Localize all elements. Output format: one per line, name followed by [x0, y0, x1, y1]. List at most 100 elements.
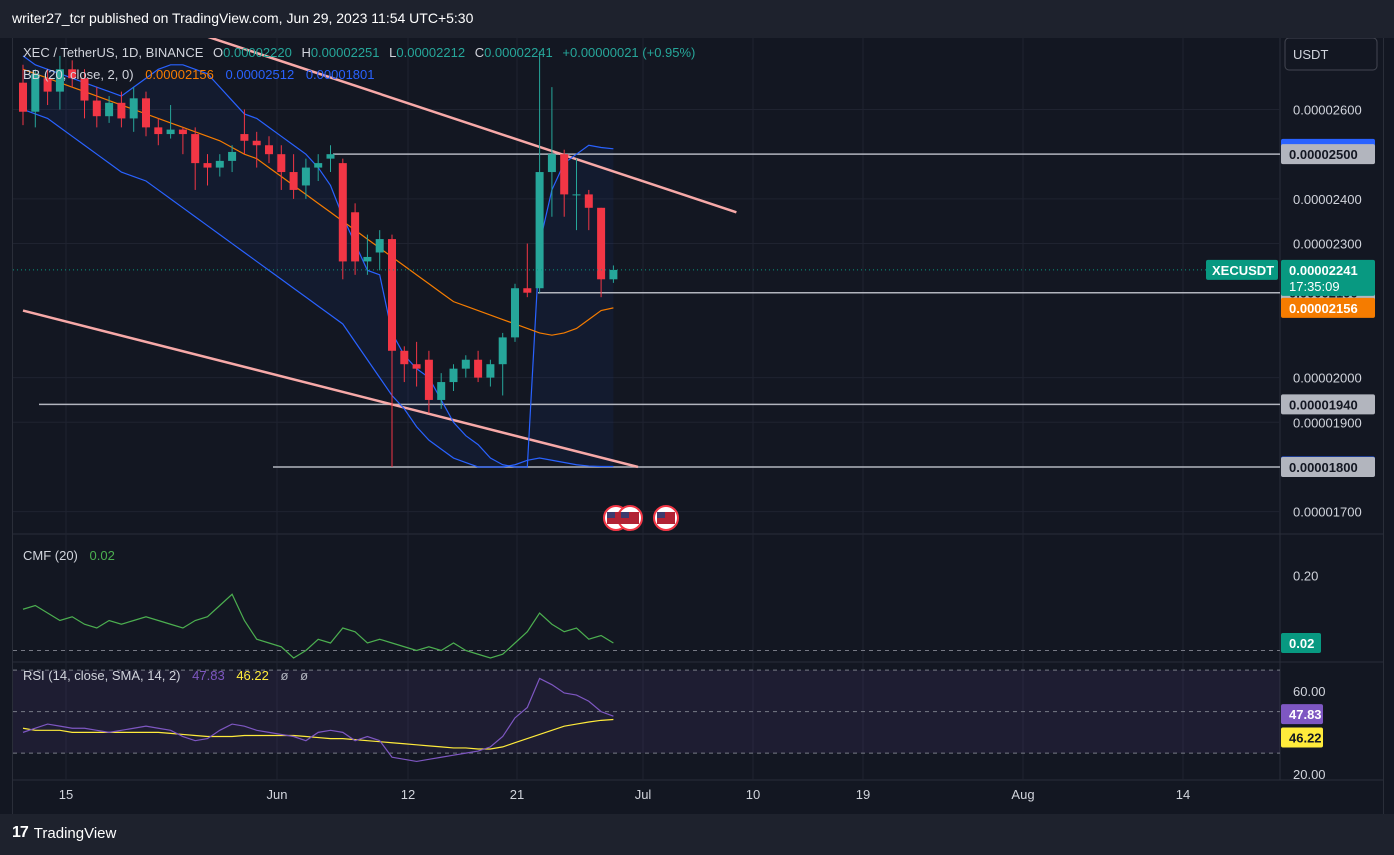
bb-upper-value: 0.00002512	[226, 67, 295, 82]
candle-25	[326, 145, 335, 173]
low-value: 0.00002212	[396, 45, 465, 60]
price-label-4-text: 0.00001940	[1289, 397, 1358, 412]
candle-47	[597, 207, 606, 298]
candle-body-32	[412, 364, 421, 369]
cmf-pane	[13, 593, 1280, 659]
candle-body-18	[240, 134, 249, 141]
candle-body-40	[511, 288, 519, 338]
candle-14	[191, 127, 200, 190]
candle-22	[289, 154, 298, 199]
candle-body-26	[338, 163, 347, 262]
candle-body-3	[55, 69, 64, 92]
candle-11	[154, 118, 163, 146]
candle-41	[523, 243, 532, 298]
time-tick-5: 10	[746, 787, 760, 802]
rsi-sma-legend-value: 46.22	[236, 668, 269, 683]
price-label-6-bg	[1281, 456, 1375, 477]
candle-42	[535, 51, 544, 293]
candle-body-25	[326, 154, 335, 159]
price-tick-3: 0.00002000	[1293, 371, 1362, 386]
candle-34	[437, 373, 446, 409]
chart-canvas[interactable]: XEC / TetherUS, 1D, BINANCE O0.00002220 …	[13, 0, 1383, 814]
flag-canton-icon	[607, 512, 615, 518]
candle-39	[498, 332, 507, 396]
candle-body-47	[597, 207, 606, 280]
candle-body-14	[191, 134, 200, 164]
flag-canton-icon-3	[657, 512, 665, 518]
candle-body-42	[535, 172, 544, 289]
time-tick-1: Jun	[267, 787, 288, 802]
bb-lower-value: 0.00001801	[306, 67, 375, 82]
event-flags[interactable]	[603, 505, 679, 531]
candle-16	[215, 154, 224, 177]
symbol-title: XEC / TetherUS, 1D, BINANCE	[23, 45, 204, 60]
rsi-extra-2: ø	[300, 668, 308, 683]
rsi-tick-1: 20.00	[1293, 767, 1326, 782]
publish-header: writer27_tcr published on TradingView.co…	[0, 0, 1394, 38]
candle-30	[388, 234, 396, 467]
cmf-title: CMF (20)	[23, 548, 78, 563]
candle-body-12	[166, 129, 175, 135]
candle-32	[412, 341, 421, 387]
tradingview-logo[interactable]: 17 TradingView	[12, 824, 116, 842]
rsi-axis[interactable]: 60.00 20.00 47.83 46.22	[1281, 684, 1326, 782]
candle-body-31	[400, 350, 409, 365]
candle-body-1	[31, 73, 40, 112]
rsi-value-label-text: 47.83	[1289, 707, 1322, 722]
price-tick-0: 0.00002600	[1293, 102, 1362, 117]
candle-body-35	[449, 368, 458, 383]
price-label-3: 0.00002156	[1281, 297, 1375, 318]
candle-body-13	[178, 129, 187, 135]
cmf-legend[interactable]: CMF (20) 0.02	[23, 548, 115, 563]
cmf-line	[22, 593, 614, 659]
candle-body-45	[572, 194, 581, 196]
price-label-4: 0.00001940	[1281, 394, 1375, 415]
candle-33	[424, 350, 433, 414]
candle-38	[486, 359, 495, 387]
time-tick-2: 12	[401, 787, 415, 802]
time-axis[interactable]: 15 Jun 12 21 Jul 10 19 Aug 14	[59, 787, 1190, 802]
candle-body-46	[584, 194, 593, 208]
candle-24	[314, 154, 323, 181]
rsi-pane	[13, 669, 1280, 763]
time-tick-0: 15	[59, 787, 73, 802]
rsi-line	[22, 677, 614, 763]
candle-body-44	[560, 154, 569, 195]
candle-5	[80, 69, 89, 119]
candle-15	[203, 154, 212, 186]
cmf-axis[interactable]: 0.20 0.02	[1281, 569, 1321, 654]
price-label-1-bg	[1281, 144, 1375, 165]
candle-26	[338, 158, 347, 280]
candle-18	[240, 109, 249, 155]
currency-label: USDT	[1293, 47, 1328, 62]
candle-21	[277, 145, 286, 190]
candle-2	[43, 69, 52, 106]
symbol-legend[interactable]: XEC / TetherUS, 1D, BINANCE O0.00002220 …	[23, 45, 695, 60]
bollinger-band-fill	[23, 55, 614, 467]
candle-27	[351, 203, 360, 275]
rsi-value-label: 47.83	[1281, 704, 1323, 725]
horizontal-levels[interactable]	[39, 153, 1280, 468]
candle-7	[105, 96, 114, 123]
candle-body-27	[351, 212, 360, 262]
symbol-tag-bg	[1206, 259, 1278, 280]
chart-frame: XEC / TetherUS, 1D, BINANCE O0.00002220 …	[12, 0, 1384, 814]
bb-title: BB (20, close, 2, 0)	[23, 67, 134, 82]
rsi-extra-1: ø	[280, 668, 288, 683]
time-tick-8: 14	[1176, 787, 1190, 802]
candle-body-22	[289, 172, 298, 190]
tradingview-brand: TradingView	[33, 824, 117, 842]
time-tick-3: 21	[510, 787, 524, 802]
price-axis[interactable]: 0.00002600 0.00002400 0.00002300 0.00002000…	[1206, 102, 1375, 520]
currency-button[interactable]: USDT	[1284, 37, 1378, 71]
candle-40	[511, 283, 519, 342]
bb-legend[interactable]: BB (20, close, 2, 0) 0.00002156 0.000025…	[23, 67, 375, 82]
close-value: 0.00002241	[484, 45, 553, 60]
candle-body-21	[277, 154, 286, 173]
candle-29	[375, 230, 384, 271]
candle-36	[461, 355, 470, 378]
candle-13	[178, 127, 187, 155]
rsi-legend[interactable]: RSI (14, close, SMA, 14, 2) 47.83 46.22 …	[23, 668, 308, 683]
price-tick-5: 0.00001700	[1293, 505, 1362, 520]
candle-45	[572, 158, 581, 231]
